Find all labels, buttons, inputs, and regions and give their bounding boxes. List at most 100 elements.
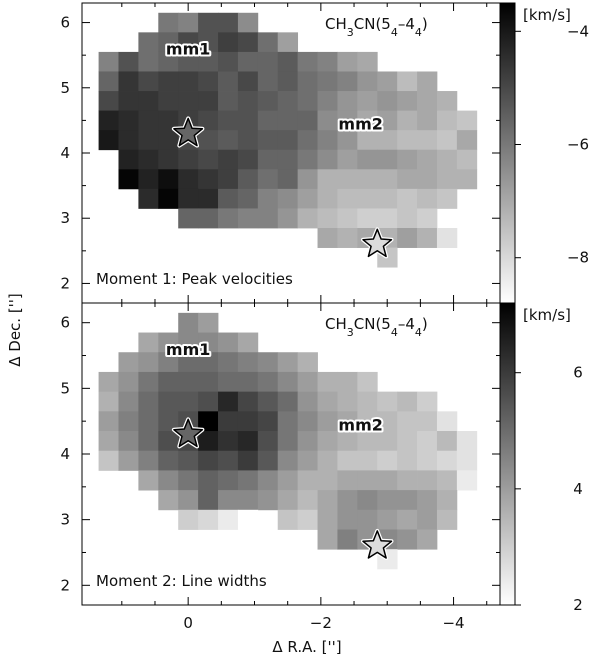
heatmap-cell: [178, 332, 199, 353]
heatmap-cell: [436, 110, 458, 131]
x-axis-label: Δ R.A. ['']: [272, 638, 341, 656]
heatmap-cell: [317, 149, 338, 170]
heatmap-cell: [297, 450, 318, 471]
moment-annotation: Moment 2: Line widths: [96, 572, 267, 590]
heatmap-cell: [118, 149, 139, 170]
heatmap-cell: [198, 71, 219, 92]
heatmap-cell: [317, 391, 338, 412]
heatmap-cell: [277, 32, 299, 53]
heatmap-cell: [297, 51, 318, 72]
heatmap-cell: [218, 411, 239, 432]
heatmap-cell: [138, 91, 159, 112]
source-label-mm1: mm1: [166, 40, 210, 59]
heatmap-cell: [337, 391, 358, 412]
heatmap-cell: [257, 188, 279, 209]
heatmap-cell: [198, 490, 219, 511]
heatmap-cell: [397, 130, 418, 151]
y-tick-label: 2: [60, 576, 70, 594]
heatmap-cell: [257, 149, 279, 170]
colorbar-tick-label: 4: [573, 480, 583, 498]
heatmap-cell: [436, 411, 458, 432]
heatmap-cell: [218, 470, 239, 491]
heatmap-cell: [337, 228, 358, 248]
heatmap-cell: [237, 352, 259, 373]
heatmap-cell: [357, 391, 378, 412]
colorbar-tick-label: −4: [567, 22, 589, 40]
heatmap-cell: [257, 32, 279, 53]
heatmap-cell: [436, 228, 458, 248]
heatmap-cell: [98, 91, 119, 112]
heatmap-cell: [436, 91, 458, 112]
molecule-label: CH3CN(54–44): [325, 15, 428, 39]
heatmap-cell: [277, 149, 299, 170]
heatmap-cell: [218, 431, 239, 452]
heatmap-cell: [178, 51, 199, 72]
heatmap-cell: [417, 208, 438, 229]
heatmap-cell: [178, 352, 199, 373]
heatmap-cell: [237, 110, 259, 131]
heatmap-cell: [357, 208, 378, 229]
heatmap-cell: [377, 91, 398, 112]
heatmap-cell: [158, 352, 179, 373]
y-tick-label: 4: [60, 445, 70, 463]
x-tick-label: −2: [310, 614, 332, 632]
heatmap-cell: [237, 91, 259, 112]
heatmap-cell: [178, 12, 199, 33]
heatmap-cell: [277, 51, 299, 72]
heatmap-cell: [397, 71, 418, 92]
heatmap-cell: [98, 411, 119, 432]
heatmap-cell: [198, 431, 219, 452]
heatmap-cell: [436, 149, 458, 170]
heatmap-cell: [178, 371, 199, 393]
heatmap-cell: [138, 149, 159, 170]
heatmap-cell: [218, 71, 239, 92]
heatmap-cell: [257, 490, 279, 511]
heatmap-cell: [237, 32, 259, 53]
heatmap-cell: [357, 149, 378, 170]
heatmap-cell: [456, 431, 478, 452]
heatmap-cell: [357, 188, 378, 209]
heatmap-cell: [337, 149, 358, 170]
heatmap-cell: [198, 32, 219, 53]
heatmap-cell: [357, 110, 378, 131]
heatmap-cell: [417, 411, 438, 432]
heatmap-cell: [297, 490, 318, 511]
heatmap-cell: [237, 391, 259, 412]
heatmap-cell: [178, 149, 199, 170]
heatmap-cell: [297, 411, 318, 432]
heatmap-cell: [357, 71, 378, 92]
heatmap-cell: [317, 470, 338, 491]
heatmap-cell: [138, 352, 159, 373]
heatmap-cell: [257, 391, 279, 412]
heatmap-cell: [377, 169, 398, 190]
heatmap-cell: [118, 411, 139, 432]
heatmap-cell: [98, 130, 119, 151]
heatmap-cell: [377, 188, 398, 209]
heatmap-cell: [357, 169, 378, 190]
heatmap-cell: [218, 51, 239, 72]
heatmap-cell: [297, 149, 318, 170]
heatmap-cell: [357, 509, 378, 530]
heatmap-cell: [218, 391, 239, 412]
heatmap-cell: [337, 208, 358, 229]
heatmap-cell: [237, 490, 259, 511]
heatmap-cell: [357, 450, 378, 471]
heatmap-cell: [417, 431, 438, 452]
heatmap-cell: [158, 12, 179, 33]
heatmap-cell: [218, 32, 239, 53]
heatmap-cell: [317, 208, 338, 229]
heatmap-cell: [118, 352, 139, 373]
heatmap-cell: [218, 110, 239, 131]
y-tick-label: 5: [60, 379, 70, 397]
y-axis-label: Δ Dec. ['']: [6, 293, 24, 367]
heatmap-cell: [257, 371, 279, 393]
heatmap-cell: [317, 130, 338, 151]
heatmap-cell: [178, 490, 199, 511]
heatmap-cell: [397, 450, 418, 471]
heatmap-cell: [198, 371, 219, 393]
heatmap-cell: [118, 91, 139, 112]
heatmap-cell: [158, 431, 179, 452]
heatmap-cell: [357, 490, 378, 511]
heatmap-cell: [377, 149, 398, 170]
heatmap-cell: [417, 529, 438, 550]
